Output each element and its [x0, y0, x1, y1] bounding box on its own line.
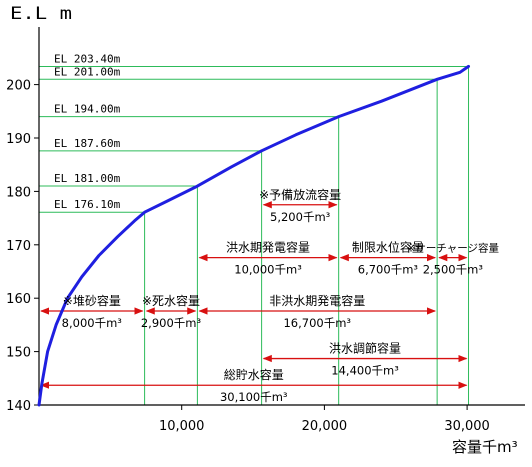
- axis-ticks-layer: 140 150 160 170 180 190 200 10,000 20,000 30,000: [6, 79, 490, 434]
- reference-line-label: EL 176.10m: [54, 198, 121, 211]
- reference-line-label: EL 203.40m: [54, 52, 121, 65]
- annotation-title: ※予備放流容量: [259, 187, 341, 202]
- annotation-arrows-layer: [40, 201, 468, 389]
- annotation-value: 6,700千m³: [358, 263, 419, 277]
- annotation-title: 総貯水容量: [224, 367, 284, 382]
- y-axis-title: E.L m: [10, 4, 72, 24]
- annotation-title: ※死水容量: [142, 293, 200, 308]
- reference-line-label: EL 201.00m: [54, 65, 121, 78]
- y-tick-label: 200: [6, 79, 31, 94]
- reference-line-label: EL 181.00m: [54, 172, 121, 185]
- annotation-title: 制限水位容量: [352, 240, 424, 255]
- x-axis-title: 容量千m³: [452, 438, 518, 456]
- annotation-value: 2,900千m³: [141, 316, 202, 330]
- annotation-title: ※堆砂容量: [63, 293, 121, 308]
- y-tick-label: 140: [6, 399, 31, 414]
- annotation-title: 非洪水期発電容量: [269, 293, 365, 308]
- annotation-title: 洪水期発電容量: [226, 240, 310, 255]
- annotation-value: 16,700千m³: [283, 316, 351, 330]
- annotation-title: ※サーチャージ容量: [407, 242, 500, 255]
- series-line: [37, 64, 470, 407]
- reference-line-label: EL 187.60m: [54, 137, 121, 150]
- annotation-value: 5,200千m³: [270, 210, 331, 224]
- y-tick-label: 190: [6, 132, 31, 147]
- y-tick-label: 150: [6, 346, 31, 361]
- annotation-value: 8,000千m³: [62, 316, 123, 330]
- x-tick-label: 10,000: [159, 419, 205, 434]
- x-tick-label: 20,000: [302, 419, 348, 434]
- x-tick-label: 30,000: [444, 419, 490, 434]
- annotation-value: 2,500千m³: [423, 263, 484, 277]
- annotation-title: 洪水調節容量: [329, 341, 401, 356]
- y-tick-label: 170: [6, 239, 31, 254]
- reference-lines-layer: [39, 65, 470, 405]
- annotation-value: 14,400千m³: [331, 364, 399, 378]
- y-tick-label: 160: [6, 292, 31, 307]
- y-tick-label: 180: [6, 185, 31, 200]
- reference-line-label: EL 194.00m: [54, 103, 121, 116]
- annotation-value: 30,100千m³: [220, 390, 288, 404]
- annotation-value: 10,000千m³: [234, 263, 302, 277]
